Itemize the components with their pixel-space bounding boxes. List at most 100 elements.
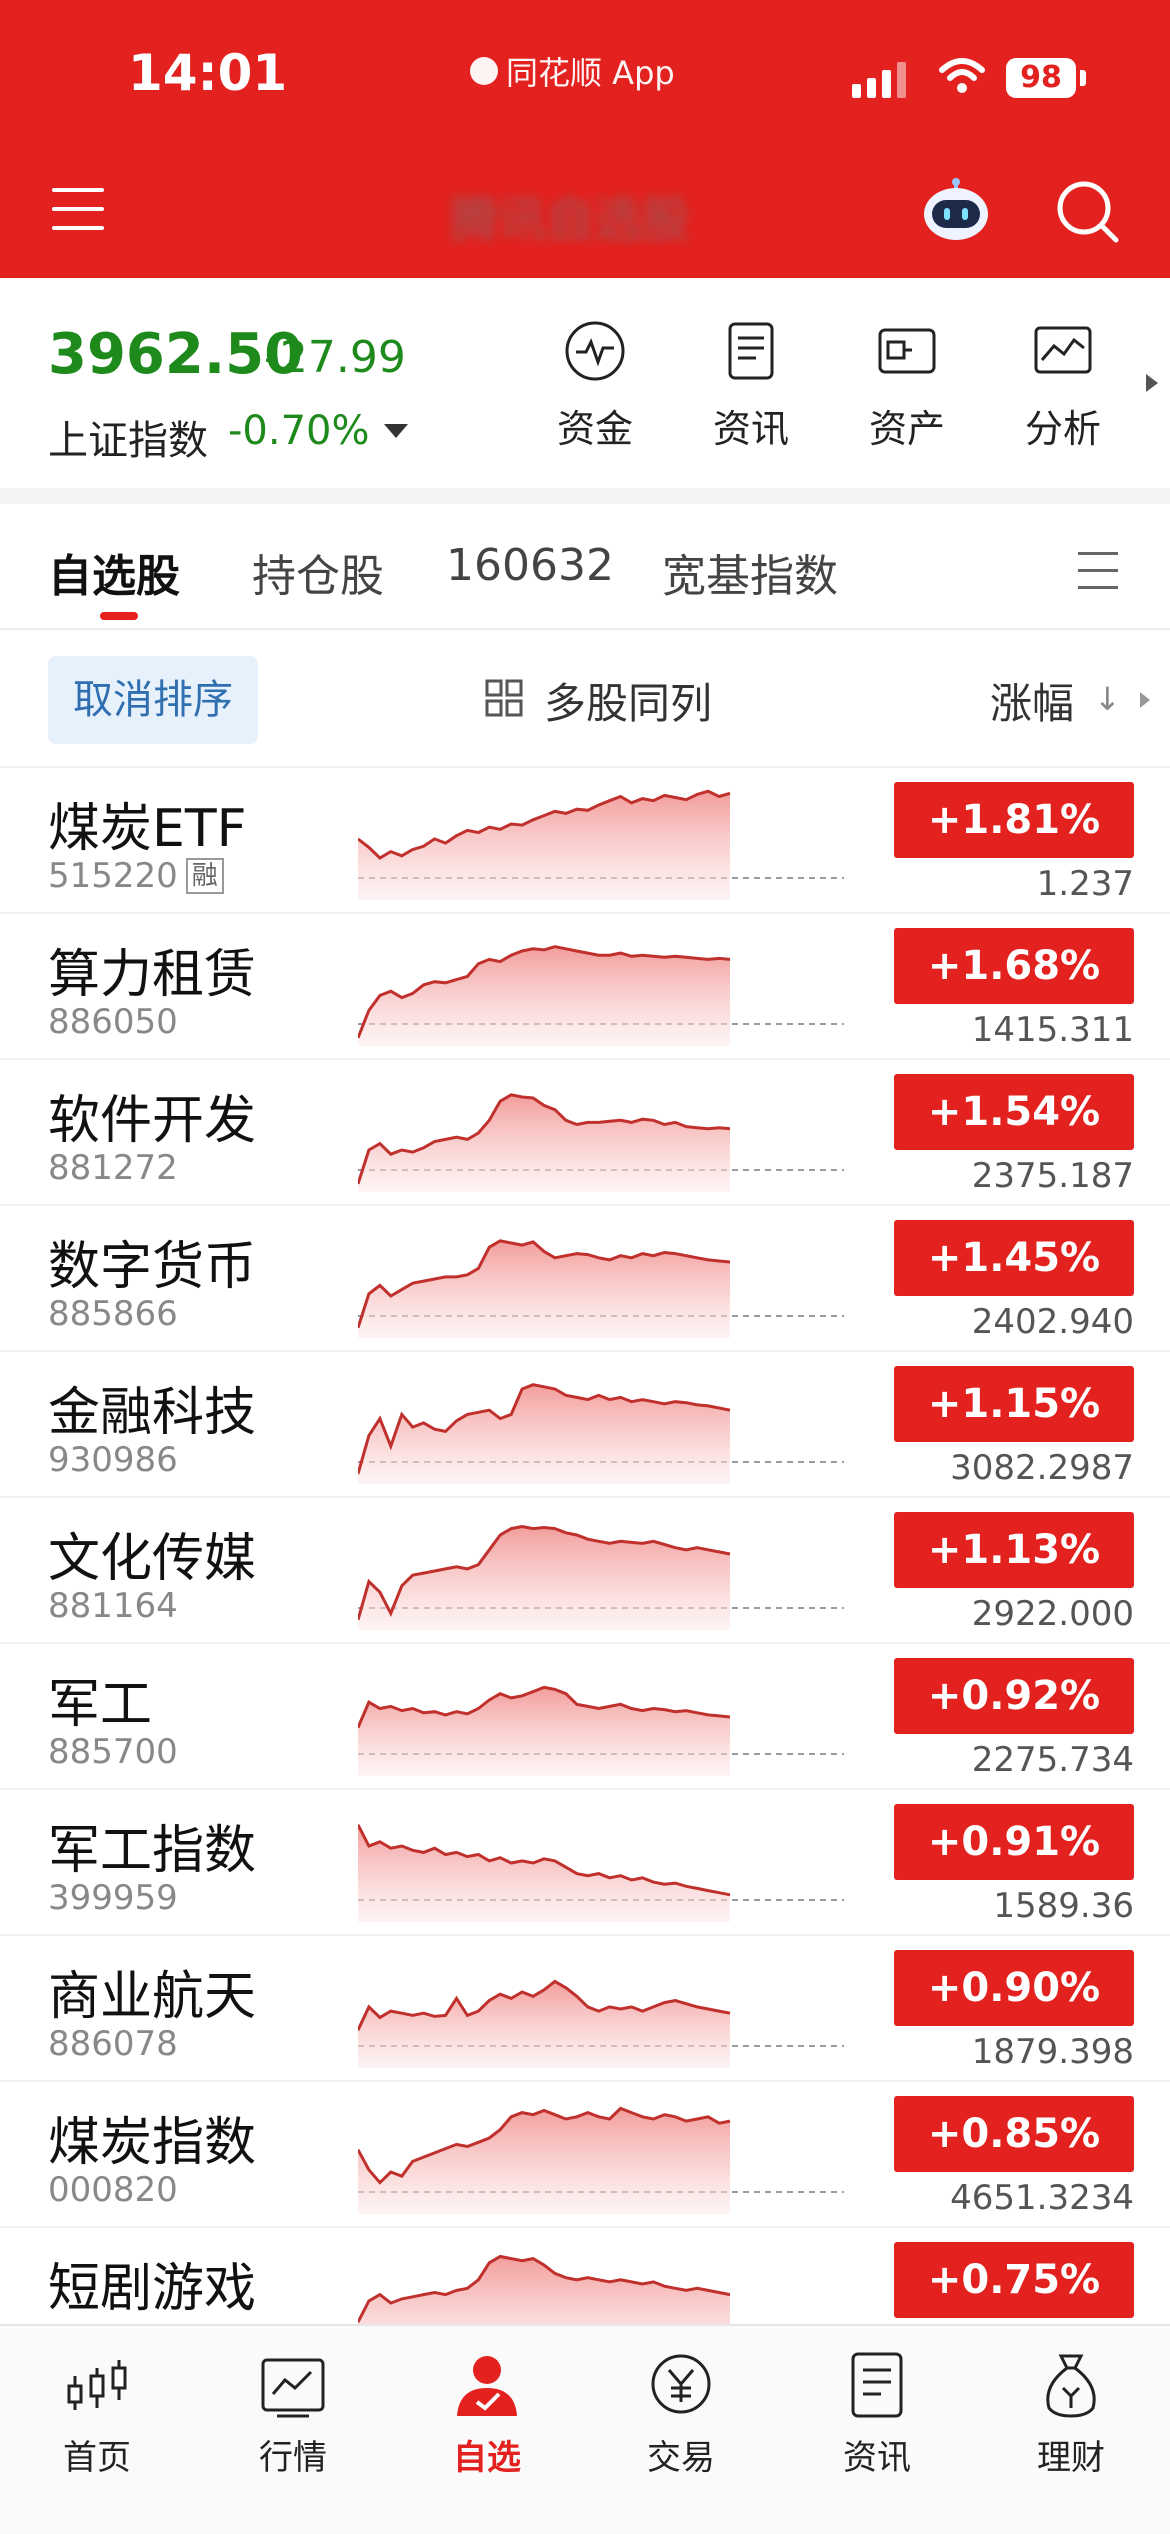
stock-price: 1879.398: [971, 2032, 1134, 2072]
index-price[interactable]: 3962.50: [48, 322, 304, 387]
nav-news[interactable]: 资讯: [802, 2350, 952, 2479]
change-pct-badge[interactable]: +0.75%: [894, 2242, 1134, 2318]
sparkline-area: [358, 946, 730, 1046]
shortcut-analysis[interactable]: 分析: [1008, 318, 1118, 453]
change-pct-badge[interactable]: +0.90%: [894, 1950, 1134, 2026]
stock-row[interactable]: 算力租赁 886050 +1.68% 1415.311: [0, 912, 1170, 1060]
intraday-sparkline: [358, 1979, 844, 2068]
shortcut-funds[interactable]: 资金: [540, 318, 650, 453]
stock-row[interactable]: 数字货币 885866 +1.45% 2402.940: [0, 1204, 1170, 1352]
nav-watchlist[interactable]: 自选: [412, 2350, 562, 2479]
section-divider: [0, 488, 1170, 504]
pulse-icon: [565, 321, 625, 381]
tab-broad-index[interactable]: 宽基指数: [662, 551, 838, 602]
nav-home[interactable]: 首页: [22, 2350, 172, 2479]
sparkline-line: [358, 1824, 731, 1897]
tab-watchlist[interactable]: 自选股: [48, 551, 180, 602]
news-icon: [851, 2352, 903, 2418]
sparkline-area: [358, 1526, 730, 1630]
stock-row[interactable]: 军工 885700 +0.92% 2275.734: [0, 1642, 1170, 1790]
tabs-menu-icon[interactable]: [1078, 552, 1118, 603]
bottom-nav: 首页 行情 自选 交易 资讯: [0, 2324, 1170, 2534]
tab-160632[interactable]: 160632: [446, 540, 614, 591]
intraday-sparkline: [358, 1685, 844, 1776]
sparkline-line: [358, 2106, 731, 2185]
chevron-right-icon[interactable]: [1140, 692, 1150, 708]
stock-price: 2402.940: [971, 1302, 1134, 1342]
change-pct-badge[interactable]: +1.13%: [894, 1512, 1134, 1588]
stock-name: 军工: [48, 1675, 153, 1735]
chevron-right-icon[interactable]: [1146, 374, 1158, 392]
sort-direction-icon: ↓: [1094, 680, 1121, 718]
shortcut-assets[interactable]: 资产: [852, 318, 962, 453]
nav-trade[interactable]: 交易: [606, 2350, 756, 2479]
change-pct-badge[interactable]: +1.15%: [894, 1366, 1134, 1442]
wallet-icon: [878, 328, 936, 374]
stock-code: 881272: [48, 1148, 178, 1188]
intraday-sparkline: [358, 945, 844, 1046]
shortcut-label: 资产: [868, 407, 945, 451]
hamburger-menu-icon[interactable]: [52, 188, 104, 232]
stock-price: 1589.36: [993, 1886, 1134, 1926]
stock-price: 1.237: [1036, 864, 1134, 904]
battery-indicator: 98: [1006, 58, 1076, 98]
shortcut-news[interactable]: 资讯: [696, 318, 806, 453]
stock-name: 短剧游戏: [48, 2259, 257, 2319]
sparkline-area: [358, 1824, 730, 1922]
change-pct-badge[interactable]: +0.92%: [894, 1658, 1134, 1734]
sort-by-change-button[interactable]: 涨幅: [990, 679, 1075, 728]
stock-row[interactable]: 金融科技 930986 +1.15% 3082.2987: [0, 1350, 1170, 1498]
change-pct-badge[interactable]: +1.81%: [894, 782, 1134, 858]
status-app-name: 同花顺 App: [470, 48, 675, 94]
search-icon[interactable]: [1052, 176, 1122, 246]
tabs-divider: [0, 628, 1170, 630]
tab-holdings[interactable]: 持仓股: [252, 551, 384, 602]
change-pct-badge[interactable]: +1.68%: [894, 928, 1134, 1004]
index-name[interactable]: 上证指数: [48, 418, 208, 464]
stock-name: 算力租赁: [48, 945, 257, 1005]
cellular-signal-icon: [852, 58, 906, 98]
sparkline-line: [358, 789, 731, 860]
sparkline-area: [358, 1094, 730, 1192]
stock-row[interactable]: 煤炭指数 000820 +0.85% 4651.3234: [0, 2080, 1170, 2228]
stock-code: 885700: [48, 1732, 178, 1772]
change-pct-badge[interactable]: +1.45%: [894, 1220, 1134, 1296]
stock-name: 煤炭指数: [48, 2113, 257, 2173]
grid-icon[interactable]: [484, 678, 524, 718]
app-logo-icon: [470, 57, 498, 85]
stock-name: 文化传媒: [48, 1529, 257, 1589]
stock-row[interactable]: 软件开发 881272 +1.54% 2375.187: [0, 1058, 1170, 1206]
cancel-sort-button[interactable]: 取消排序: [48, 656, 258, 744]
stock-price: 2375.187: [971, 1156, 1134, 1196]
stock-name: 军工指数: [48, 1821, 257, 1881]
stock-row[interactable]: 商业航天 886078 +0.90% 1879.398: [0, 1934, 1170, 2082]
sparkline-area: [358, 791, 730, 900]
stock-code-wrap: 885866: [48, 1294, 178, 1334]
nav-market[interactable]: 行情: [218, 2350, 368, 2479]
stock-row[interactable]: 煤炭ETF 515220 融 +1.81% 1.237: [0, 766, 1170, 914]
stock-price: 1415.311: [971, 1010, 1134, 1050]
stock-code-wrap: 886050: [48, 1002, 178, 1042]
sparkline-area: [358, 1981, 730, 2068]
wifi-icon: [939, 58, 985, 93]
multi-stock-button[interactable]: 多股同列: [544, 679, 713, 728]
change-pct-badge[interactable]: +1.54%: [894, 1074, 1134, 1150]
intraday-sparkline: [358, 2106, 844, 2214]
stock-row[interactable]: 文化传媒 881164 +1.13% 2922.000: [0, 1496, 1170, 1644]
nav-wealth[interactable]: 理财: [996, 2350, 1146, 2479]
chevron-down-icon[interactable]: [384, 424, 408, 438]
money-bag-icon: [1046, 2354, 1096, 2418]
status-app-label: 同花顺 App: [506, 54, 675, 92]
robot-assistant-icon[interactable]: [920, 178, 992, 242]
change-pct-badge[interactable]: +0.91%: [894, 1804, 1134, 1880]
stock-price: 3082.2987: [950, 1448, 1134, 1488]
stock-code: 886050: [48, 1002, 178, 1042]
nav-label: 自选: [453, 2438, 521, 2478]
nav-label: 资讯: [843, 2438, 911, 2478]
change-pct-badge[interactable]: +0.85%: [894, 2096, 1134, 2172]
stock-price: 2275.734: [971, 1740, 1134, 1780]
page-title: 腾讯自选股: [450, 192, 691, 248]
stock-code-wrap: 930986: [48, 1440, 178, 1480]
stock-row[interactable]: 军工指数 399959 +0.91% 1589.36: [0, 1788, 1170, 1936]
nav-label: 交易: [647, 2438, 715, 2478]
